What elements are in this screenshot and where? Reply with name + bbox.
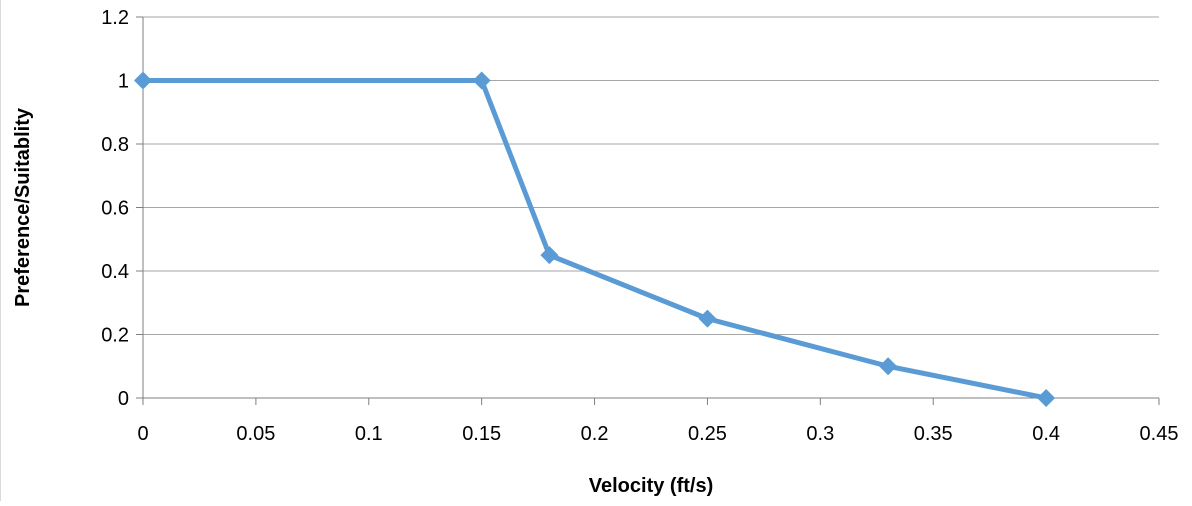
y-tick-label: 0.8 bbox=[101, 134, 129, 156]
x-tick-label: 0.1 bbox=[355, 423, 383, 445]
x-tick-label: 0.15 bbox=[462, 423, 501, 445]
data-point-marker bbox=[1037, 389, 1056, 407]
y-tick-label: 1 bbox=[118, 71, 129, 93]
gridlines bbox=[143, 16, 1159, 335]
series-layer bbox=[134, 71, 1056, 407]
data-point-marker bbox=[698, 309, 717, 328]
series-line bbox=[140, 78, 1049, 401]
x-tick-label: 0.2 bbox=[581, 423, 609, 445]
x-tick-label: 0.4 bbox=[1032, 423, 1060, 445]
x-tick-label: 0.3 bbox=[806, 423, 834, 445]
y-tick-label: 1.2 bbox=[101, 7, 129, 29]
y-tick-label: 0 bbox=[118, 388, 129, 410]
x-tick-label: 0.35 bbox=[914, 423, 953, 445]
x-axis-title: Velocity (ft/s) bbox=[589, 475, 713, 497]
x-tick-label: 0.45 bbox=[1140, 423, 1179, 445]
x-tick-label: 0.05 bbox=[236, 423, 275, 445]
y-tick-label: 0.4 bbox=[101, 261, 129, 283]
data-point-marker bbox=[540, 246, 559, 265]
axis-titles: Velocity (ft/s) Preference/Suitablity bbox=[12, 107, 713, 497]
y-tick-label: 0.6 bbox=[101, 198, 129, 220]
data-point-marker bbox=[472, 71, 491, 90]
data-point-marker bbox=[134, 71, 152, 90]
tick-labels: 0 0.2 0.4 0.6 0.8 1 1.2 0 0.05 0.1 0.15 0.2 0.25 0.3 0… bbox=[101, 7, 1178, 445]
x-tick-label: 0 bbox=[137, 423, 148, 445]
axes bbox=[136, 16, 1160, 405]
y-axis-title: Preference/Suitablity bbox=[12, 107, 34, 307]
x-tick-label: 0.25 bbox=[688, 423, 727, 445]
data-point-marker bbox=[879, 357, 898, 376]
y-tick-label: 0.2 bbox=[101, 325, 129, 347]
